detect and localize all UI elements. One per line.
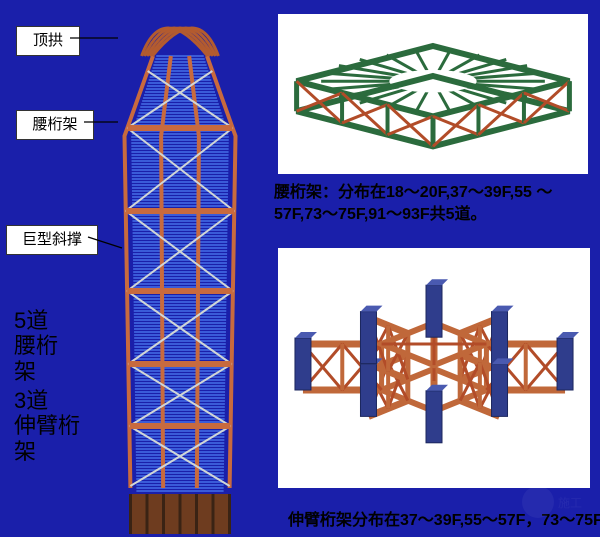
callout-mega-brace-label: 巨型斜撑 [22,231,82,250]
belt-truss-caption: 腰桁架：分布在18～20F,37～39F,55 ～ 57F,73～75F,91～… [274,182,552,225]
callout-belt-truss: 腰桁架 [16,110,94,140]
callout-mega-brace: 巨型斜撑 [6,225,98,255]
side-label-outrigger-count: 3道 伸臂桁 架 [14,388,80,464]
svg-text:施工: 施工 [558,496,582,510]
callout-top-arch: 顶拱 [16,26,80,56]
callout-belt-truss-label: 腰桁架 [32,116,77,135]
belt-truss-isometric [278,14,588,174]
side-label-belt-count: 5道 腰桁 架 [14,308,58,384]
tower-structural-model [105,6,255,534]
outrigger-truss-isometric [278,248,590,488]
watermark-icon: 施工 [518,482,588,522]
callout-top-arch-label: 顶拱 [33,32,63,51]
